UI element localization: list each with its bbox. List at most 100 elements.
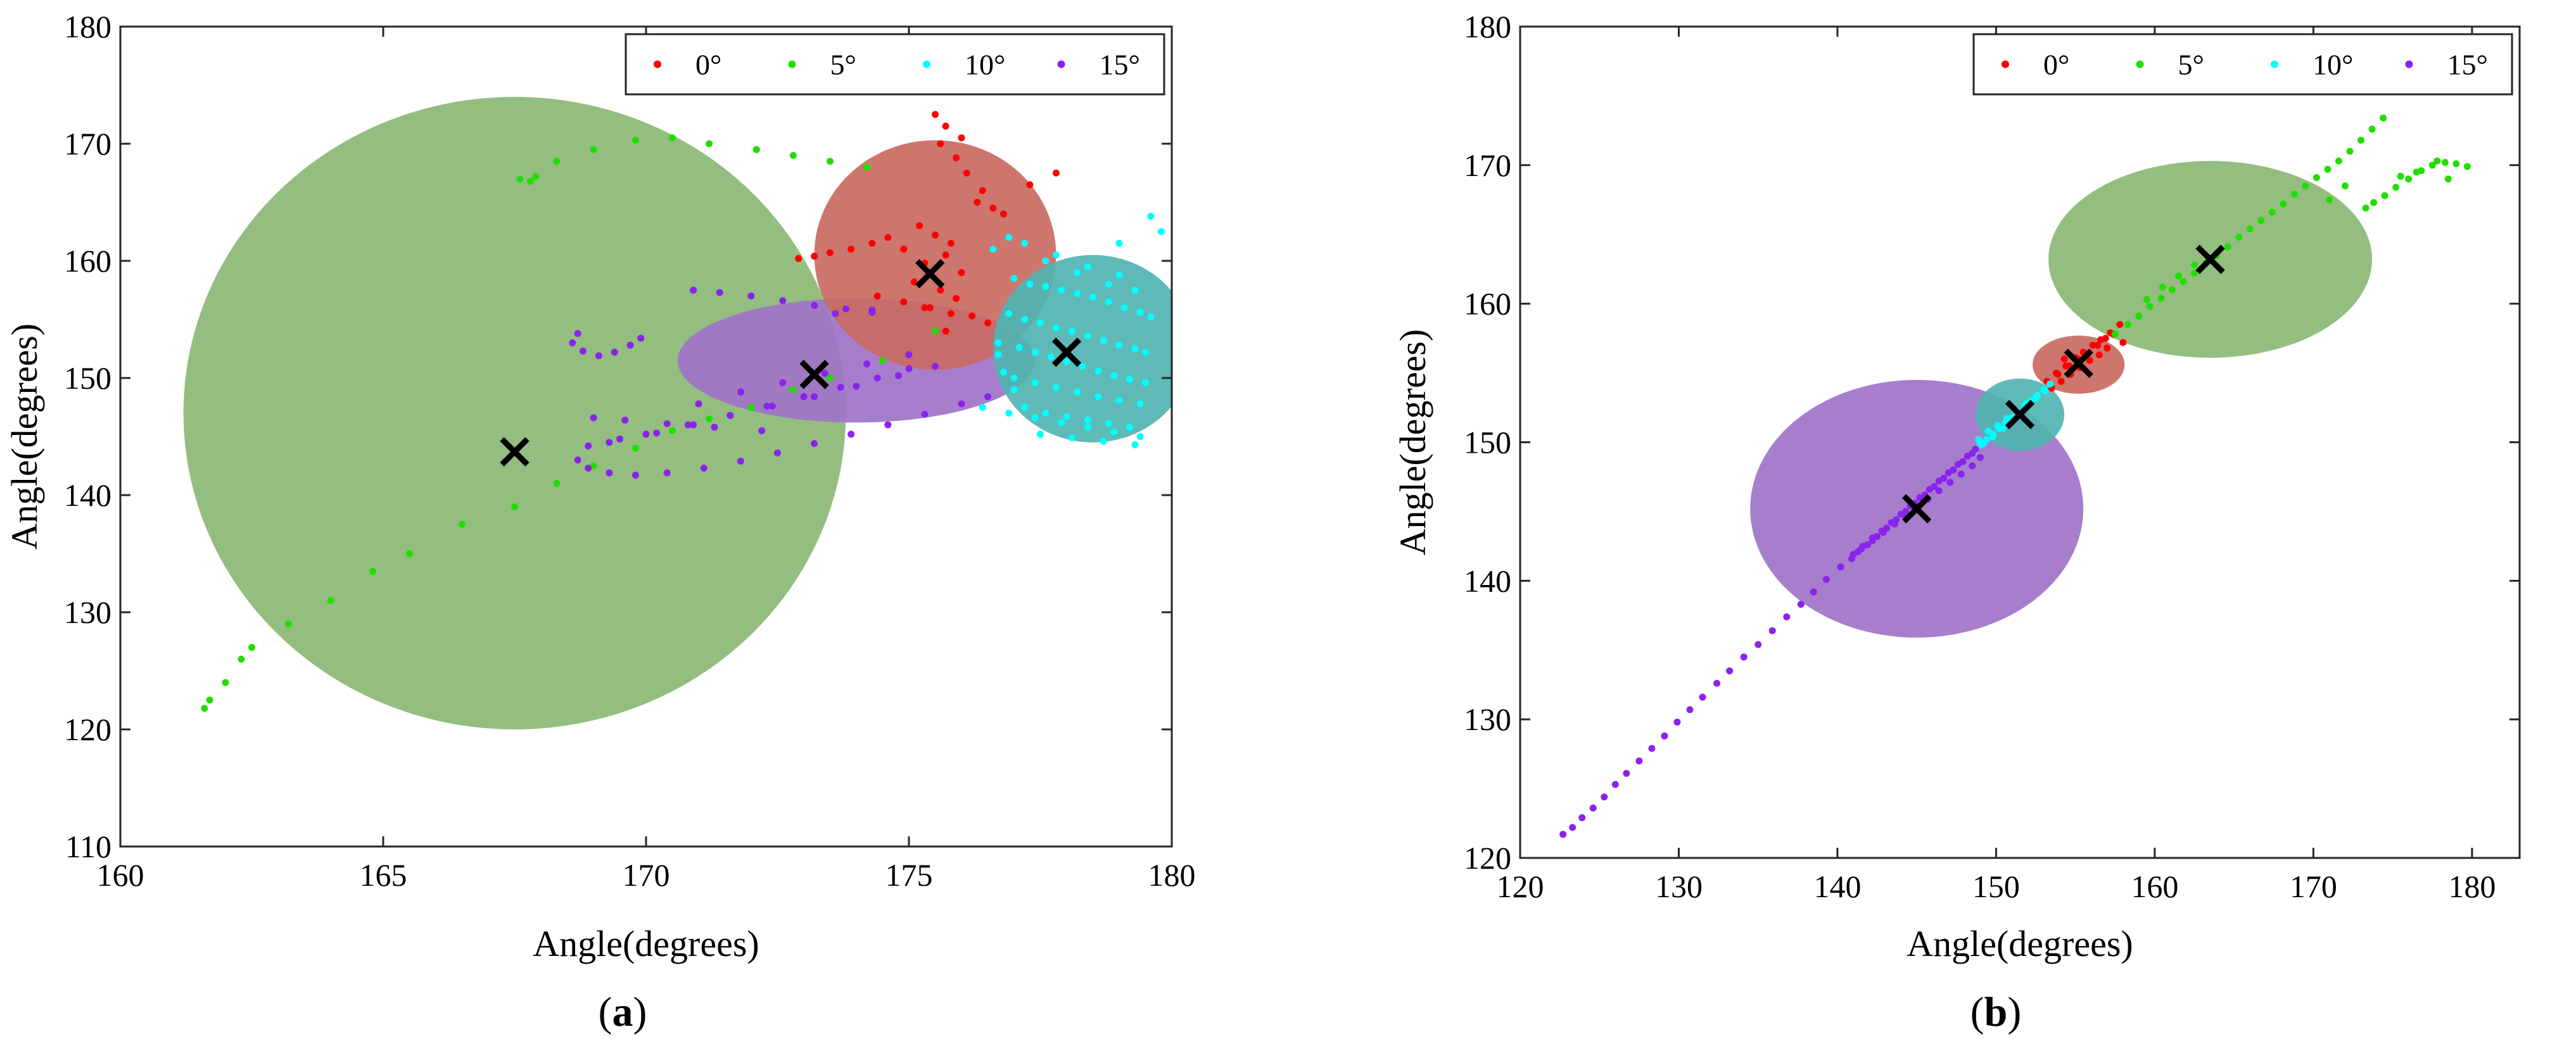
point-10deg — [1005, 310, 1013, 317]
panel-b: 120 130 140 150 160 170 180 120 130 140 150 160 170 1… — [1392, 9, 2521, 964]
point-5deg — [2335, 157, 2342, 165]
point-10deg — [1015, 344, 1023, 351]
point-0deg — [958, 269, 965, 276]
point-10deg — [979, 403, 986, 411]
point-15deg — [711, 424, 718, 431]
legend-label-10deg: 10° — [965, 49, 1005, 81]
point-0deg — [953, 294, 960, 302]
point-15deg — [663, 420, 671, 427]
point-0deg — [2119, 339, 2127, 346]
point-15deg — [1848, 555, 1855, 562]
point-10deg — [1142, 379, 1149, 386]
point-10deg — [1021, 239, 1029, 247]
point-0deg — [984, 319, 991, 327]
center-marker-15deg — [799, 360, 829, 389]
y-tick-label: 140 — [64, 477, 111, 513]
point-5deg — [706, 415, 713, 423]
panel-b-letter: b — [1984, 989, 2008, 1035]
point-10deg — [1110, 372, 1118, 379]
point-15deg — [695, 400, 702, 408]
point-5deg — [932, 327, 939, 335]
point-15deg — [1837, 563, 1844, 570]
point-10deg — [1021, 403, 1029, 411]
legend-marker-10deg — [2271, 60, 2278, 68]
x-tick-label: 180 — [1148, 857, 1196, 893]
point-15deg — [1635, 757, 1643, 765]
point-10deg — [1042, 283, 1050, 291]
point-5deg — [2191, 261, 2198, 268]
point-10deg — [1068, 327, 1075, 335]
point-5deg — [2246, 225, 2254, 232]
point-5deg — [2280, 200, 2287, 208]
point-15deg — [984, 393, 991, 401]
point-15deg — [574, 457, 581, 463]
point-15deg — [595, 352, 602, 360]
point-5deg — [2362, 205, 2370, 212]
point-0deg — [947, 310, 955, 317]
point-10deg — [1147, 313, 1155, 321]
point-15deg — [1946, 479, 1954, 486]
point-15deg — [747, 293, 755, 299]
point-10deg — [1126, 375, 1134, 383]
point-10deg — [1157, 228, 1165, 236]
point-10deg — [1052, 384, 1060, 391]
point-15deg — [837, 384, 844, 391]
point-0deg — [979, 187, 986, 194]
point-15deg — [921, 410, 929, 418]
x-tick-label: 160 — [97, 857, 144, 893]
point-10deg — [994, 351, 1002, 358]
point-15deg — [811, 393, 818, 401]
point-15deg — [905, 351, 913, 358]
legend-marker-5deg — [2136, 60, 2144, 68]
point-0deg — [2086, 356, 2093, 364]
point-15deg — [873, 374, 881, 382]
point-10deg — [1975, 436, 1983, 443]
point-0deg — [2094, 341, 2102, 349]
point-15deg — [621, 417, 629, 424]
point-5deg — [2381, 192, 2389, 199]
point-0deg — [989, 205, 997, 212]
point-5deg — [747, 403, 755, 411]
y-tick-label: 160 — [1464, 286, 1511, 322]
point-15deg — [811, 440, 818, 448]
point-10deg — [1131, 286, 1139, 294]
point-10deg — [1115, 271, 1123, 279]
point-10deg — [1984, 427, 1992, 435]
point-15deg — [1797, 601, 1805, 608]
point-10deg — [1115, 396, 1123, 404]
point-0deg — [937, 286, 944, 294]
point-10deg — [1089, 293, 1096, 301]
point-0deg — [2095, 351, 2103, 359]
point-15deg — [779, 297, 787, 305]
point-10deg — [1010, 275, 1018, 282]
legend-marker-0deg — [654, 60, 661, 68]
center-marker-5deg — [2195, 244, 2225, 274]
point-10deg — [1084, 332, 1091, 339]
point-0deg — [932, 111, 939, 118]
y-tick-label: 180 — [1464, 9, 1511, 44]
point-0deg — [884, 234, 892, 241]
point-15deg — [768, 402, 776, 410]
point-15deg — [616, 435, 623, 443]
point-15deg — [1950, 466, 1957, 474]
legend-marker-0deg — [2002, 60, 2009, 68]
point-0deg — [1026, 181, 1034, 189]
point-10deg — [1037, 319, 1044, 327]
point-0deg — [968, 312, 976, 320]
point-15deg — [637, 334, 645, 342]
point-5deg — [2341, 182, 2349, 190]
point-15deg — [1940, 474, 1948, 482]
point-5deg — [2159, 283, 2166, 291]
point-10deg — [1998, 425, 2006, 432]
y-tick-label: 150 — [64, 360, 111, 396]
center-marker-0deg — [915, 259, 945, 289]
point-15deg — [642, 431, 650, 438]
x-tick-label: 130 — [1655, 869, 1703, 904]
point-15deg — [1578, 814, 1586, 822]
point-10deg — [1131, 345, 1139, 353]
point-10deg — [2032, 394, 2040, 401]
point-5deg — [706, 140, 713, 148]
point-10deg — [1115, 239, 1123, 247]
point-10deg — [1031, 414, 1039, 422]
